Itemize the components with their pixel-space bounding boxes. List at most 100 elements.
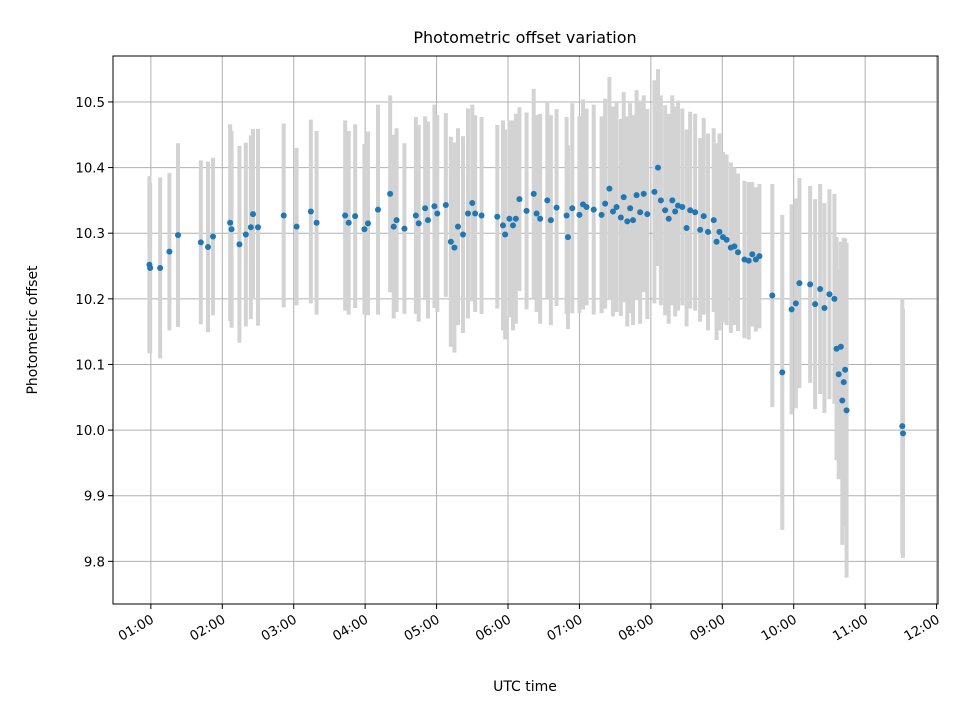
data-point — [796, 280, 803, 287]
data-point — [700, 213, 707, 220]
data-point — [352, 213, 359, 220]
data-point — [610, 208, 616, 215]
y-tick-label: 10.0 — [75, 424, 105, 439]
data-point — [451, 244, 458, 251]
data-point — [812, 301, 819, 308]
data-point — [469, 200, 476, 207]
data-point — [465, 210, 471, 217]
data-point — [342, 212, 349, 219]
y-tick-label: 9.8 — [84, 555, 105, 570]
data-point — [644, 211, 651, 218]
data-point — [393, 217, 400, 224]
data-point — [839, 397, 846, 404]
data-point — [840, 379, 847, 386]
data-point — [826, 291, 833, 298]
data-point — [197, 239, 204, 246]
data-point — [293, 223, 300, 230]
data-point — [683, 224, 690, 231]
data-point — [713, 238, 720, 245]
data-point — [672, 208, 679, 215]
data-point — [735, 249, 741, 256]
data-point — [665, 215, 672, 222]
data-point — [280, 212, 287, 219]
data-point — [899, 423, 906, 430]
data-point — [692, 209, 699, 216]
y-tick-label: 10.4 — [75, 162, 105, 177]
data-point — [460, 231, 466, 238]
data-point — [236, 241, 243, 248]
data-point — [606, 185, 613, 192]
plot-frame — [112, 55, 939, 605]
data-point — [415, 220, 422, 227]
data-point — [510, 222, 516, 229]
data-point — [817, 285, 824, 292]
data-point — [637, 209, 644, 216]
chart-title: Photometric offset variation — [413, 28, 636, 47]
data-point — [655, 164, 661, 171]
data-point — [422, 205, 429, 212]
data-point — [228, 226, 235, 233]
y-tick-label: 10.5 — [75, 96, 105, 111]
data-point — [537, 215, 544, 222]
data-point — [166, 248, 173, 255]
data-point — [723, 236, 730, 243]
data-point — [390, 223, 397, 230]
data-point — [835, 371, 842, 378]
data-point — [455, 223, 461, 230]
data-point — [669, 197, 676, 204]
data-point — [442, 201, 449, 208]
data-point — [749, 251, 756, 258]
data-point — [523, 207, 530, 214]
data-point — [478, 212, 485, 219]
data-point — [563, 212, 570, 219]
data-point — [687, 207, 694, 214]
data-point — [553, 204, 560, 211]
data-point — [662, 207, 669, 214]
data-point — [365, 220, 371, 227]
x-axis-label: UTC time — [493, 679, 557, 695]
data-point — [500, 222, 506, 229]
y-axis-ticks: 9.8 9.9 10.0 10.1 10.2 10.3 10.4 10.5 — [75, 96, 113, 570]
data-point — [157, 264, 164, 271]
data-point — [361, 226, 368, 233]
grid — [113, 56, 938, 604]
data-point — [630, 217, 636, 224]
data-point — [401, 225, 408, 232]
data-point — [697, 226, 704, 233]
data-point — [598, 211, 605, 218]
data-point — [506, 215, 513, 222]
data-point — [533, 210, 540, 217]
data-point — [821, 305, 828, 312]
data-point — [175, 232, 181, 239]
data-point — [710, 217, 717, 224]
data-point — [565, 234, 571, 241]
data-point — [731, 243, 738, 250]
data-point — [900, 430, 906, 437]
data-point — [247, 224, 254, 231]
data-point — [705, 228, 711, 235]
data-point — [147, 264, 154, 271]
data-point — [547, 217, 554, 224]
data-point — [375, 206, 381, 213]
data-point — [431, 203, 438, 210]
data-point — [613, 203, 620, 210]
data-point — [569, 205, 576, 212]
data-point — [620, 194, 627, 201]
y-tick-label: 10.3 — [75, 227, 105, 242]
data-point — [627, 205, 634, 212]
data-point — [745, 257, 752, 264]
data-point — [412, 212, 419, 219]
data-point — [843, 407, 850, 414]
data-point — [242, 231, 249, 238]
data-point — [617, 214, 624, 221]
data-points — [146, 164, 906, 437]
data-point — [624, 218, 631, 225]
data-point — [633, 192, 640, 199]
y-tick-label: 10.2 — [75, 293, 105, 308]
data-point — [716, 228, 723, 235]
data-point — [657, 197, 664, 204]
data-point — [769, 292, 776, 299]
data-point — [831, 295, 838, 302]
data-point — [756, 253, 763, 260]
